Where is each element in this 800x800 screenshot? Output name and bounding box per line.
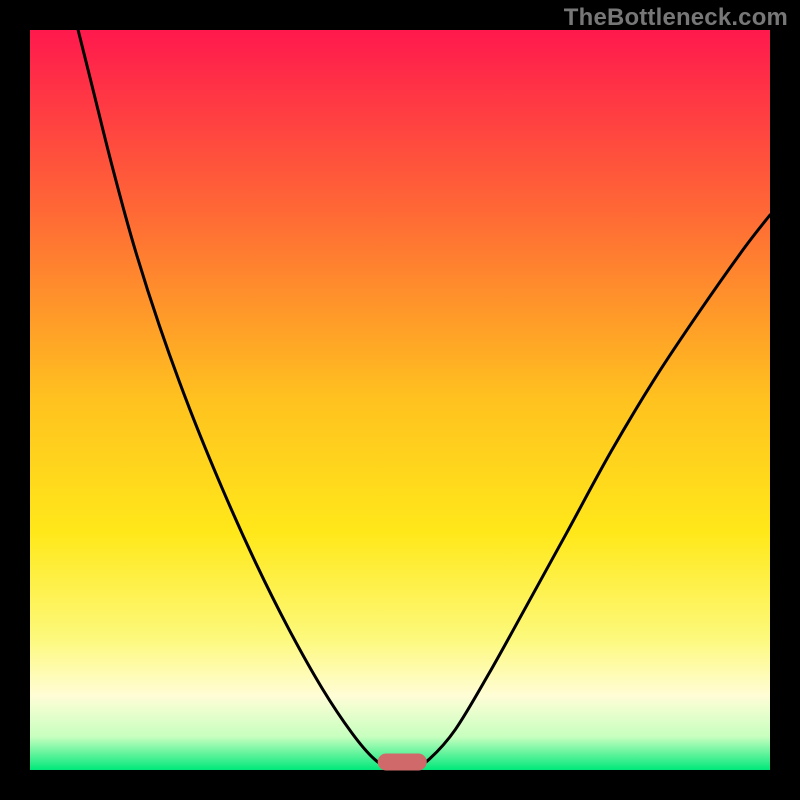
watermark-text: TheBottleneck.com xyxy=(564,4,788,32)
bottleneck-chart xyxy=(0,0,800,800)
trough-marker xyxy=(378,754,426,770)
gradient-panel xyxy=(30,30,770,770)
